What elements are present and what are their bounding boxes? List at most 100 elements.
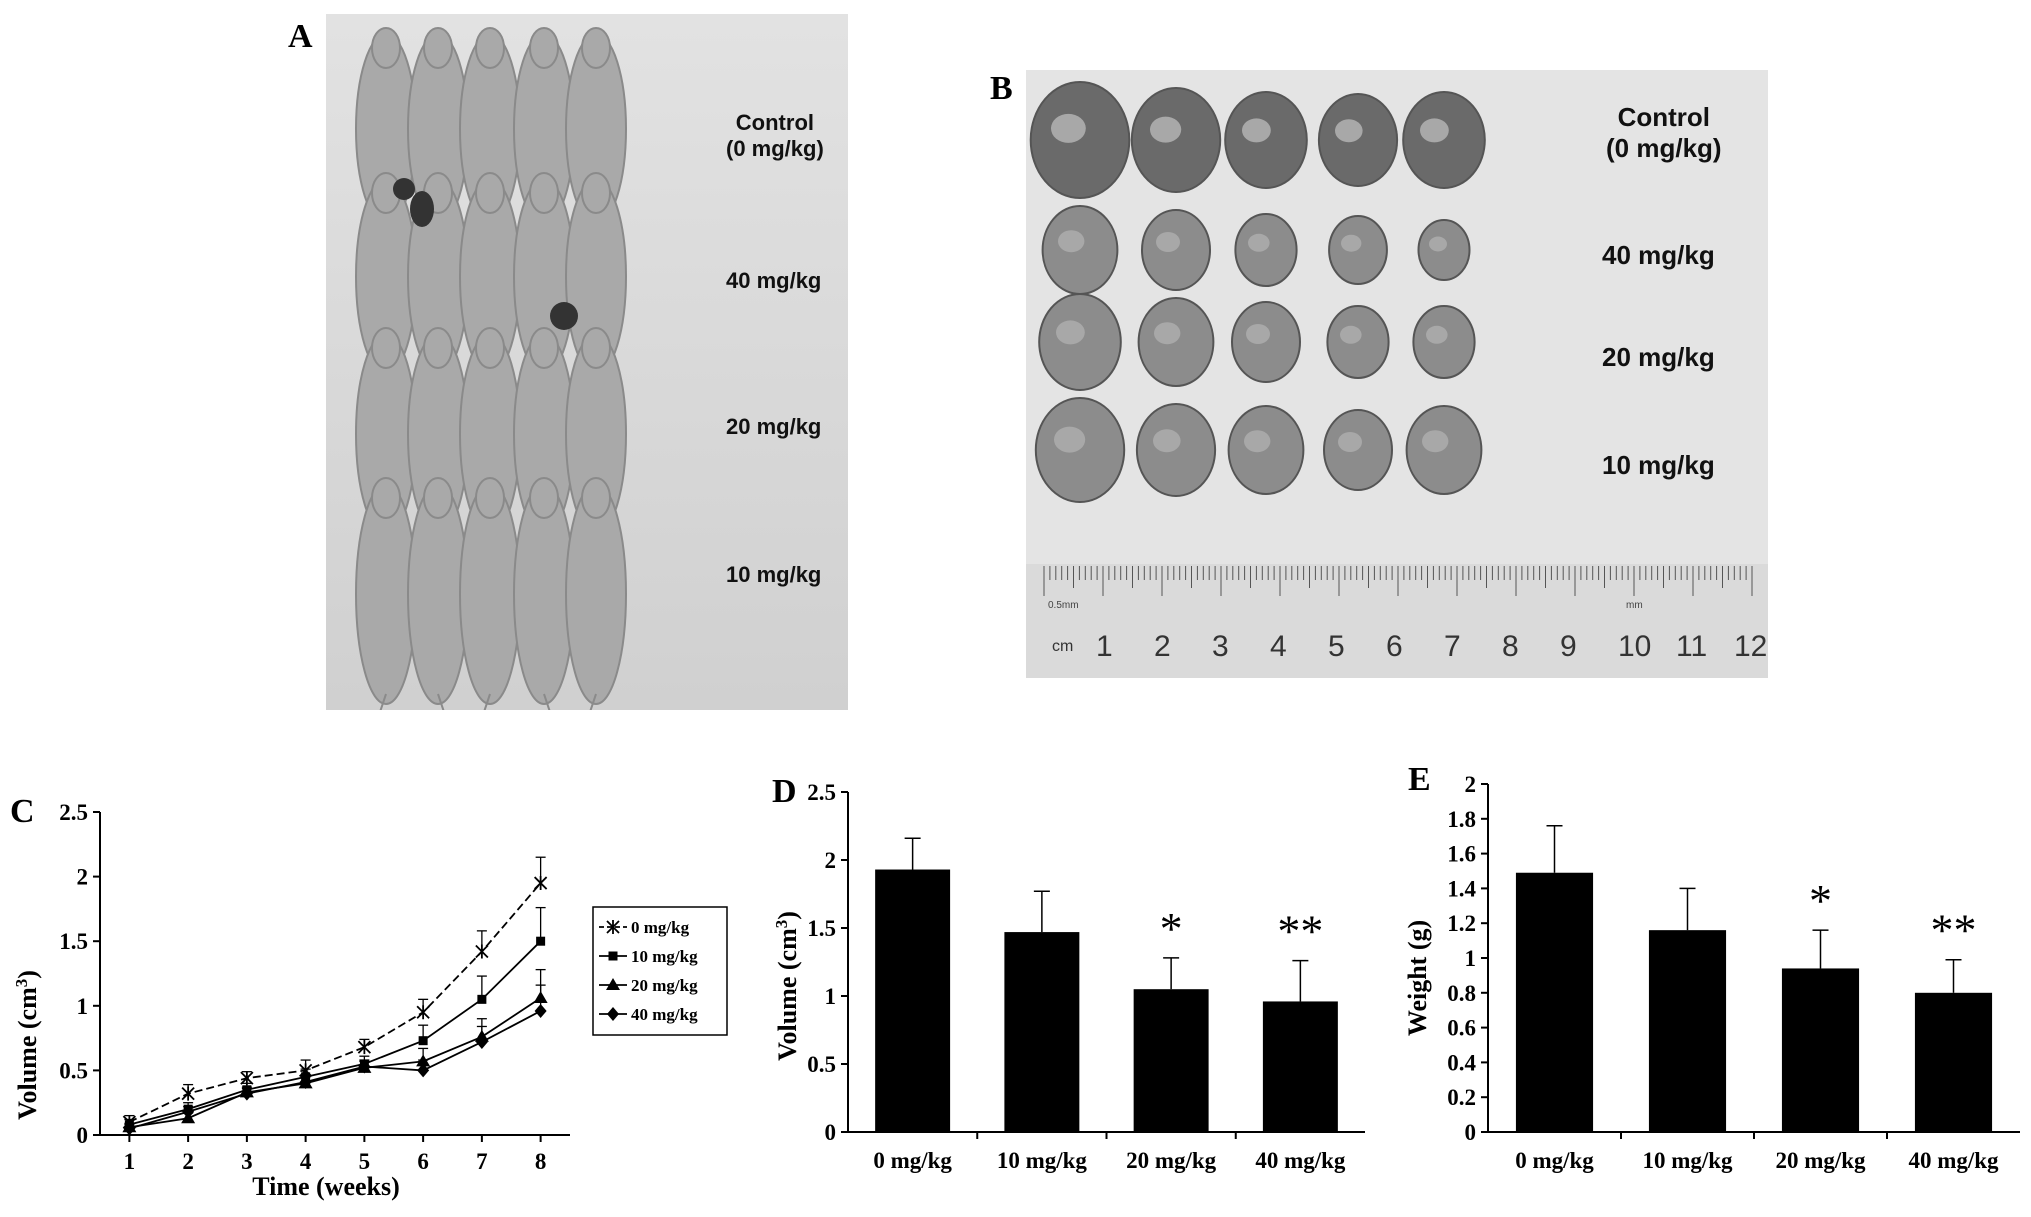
chart-c-legend-label: 40 mg/kg (631, 1005, 698, 1024)
tumor-highlight (1154, 322, 1181, 345)
tumor (1417, 219, 1471, 281)
chart-c-point (477, 994, 487, 1004)
tumor (1405, 405, 1483, 495)
chart-c-point (475, 1034, 488, 1049)
chart-e-bar (1781, 968, 1860, 1132)
tumors-photo: Control (0 mg/kg) 40 mg/kg 20 mg/kg 10 m… (1026, 70, 1768, 678)
mouse-head (475, 172, 505, 214)
tumor (1130, 87, 1222, 193)
chart-d-ytick-label: 2.5 (807, 780, 836, 805)
tumor-highlight (1156, 232, 1180, 252)
chart-e-ytick-label: 1.6 (1447, 842, 1476, 867)
chart-c-point (182, 1104, 195, 1119)
chart-d-significance: * (1160, 903, 1183, 954)
tumor (1326, 305, 1390, 379)
chart-e-ytick-label: 0.2 (1447, 1085, 1476, 1110)
chart-c-series-3 (123, 984, 547, 1136)
tumor (1323, 409, 1393, 491)
chart-e-ytick-label: 1 (1465, 946, 1477, 971)
tumor-highlight (1051, 113, 1086, 143)
chart-c-ytick-label: 0.5 (59, 1058, 88, 1083)
chart-d-xtick-label: 0 mg/kg (873, 1148, 952, 1173)
photo-b-label-20: 20 mg/kg (1602, 342, 1715, 372)
tumor-highlight (1246, 324, 1270, 344)
chart-c-xtick-label: 5 (359, 1149, 371, 1174)
chart-c-xtick-label: 7 (476, 1149, 488, 1174)
mouse-head (529, 27, 559, 69)
tumor-highlight (1429, 236, 1447, 252)
tumor (1041, 205, 1119, 295)
photo-b-label-10: 10 mg/kg (1602, 450, 1715, 480)
chart-c: Volume (cm3) Time (weeks) 0 0.5 1 1.5 2 2.5 1 2… (12, 800, 728, 1201)
chart-c-point (418, 1036, 428, 1046)
chart-d-ytick-label: 1.5 (807, 916, 836, 941)
tumor-highlight (1150, 116, 1182, 143)
mouse-head (371, 27, 401, 69)
mouse-head (423, 27, 453, 69)
ruler-unit: cm (1052, 638, 1074, 655)
chart-c-point (417, 1063, 430, 1078)
chart-e-ytick-label: 1.4 (1447, 876, 1476, 901)
tumor-highlight (1248, 233, 1270, 252)
ruler-number: 2 (1154, 630, 1171, 663)
chart-c-legend-marker (606, 978, 620, 990)
panel-a-letter: A (288, 18, 313, 55)
tumor (1328, 215, 1388, 285)
photo-a-label-40: 40 mg/kg (726, 268, 822, 293)
tumor (1317, 93, 1399, 187)
chart-c-ytick-label: 1 (77, 994, 89, 1019)
mouse-head (529, 477, 559, 519)
chart-e-significance: ** (1931, 905, 1977, 956)
tumor-spot (393, 178, 415, 200)
chart-e-ytick-label: 0.4 (1447, 1050, 1476, 1075)
chart-c-series-0 (122, 856, 548, 1130)
ruler-number: 5 (1328, 630, 1345, 663)
chart-c-point (533, 876, 548, 891)
chart-c-point (240, 1086, 253, 1101)
chart-c-xtick-label: 2 (182, 1149, 194, 1174)
tumor-highlight (1056, 320, 1085, 345)
mouse-head (475, 327, 505, 369)
photo-a-label-control: Control (0 mg/kg) (726, 110, 824, 161)
tumor-spot (410, 191, 434, 227)
chart-c-series-line (129, 997, 542, 1129)
chart-c-point (475, 944, 489, 959)
chart-c-ytick-label: 0 (77, 1123, 89, 1148)
chart-c-ytick-label: 2 (77, 865, 89, 890)
photo-b-label-40: 40 mg/kg (1602, 240, 1715, 270)
chart-e-ytick-label: 0 (1465, 1120, 1477, 1145)
mouse-head (475, 477, 505, 519)
tumor (1038, 293, 1122, 391)
mouse-head (581, 327, 611, 369)
panel-c-letter: C (10, 793, 35, 830)
mouse-tail (483, 693, 491, 710)
chart-c-legend-label: 10 mg/kg (631, 947, 698, 966)
chart-e-ytick-label: 0.6 (1447, 1016, 1476, 1041)
tumor-highlight (1338, 432, 1362, 452)
mouse-head (581, 172, 611, 214)
chart-c-legend-label: 20 mg/kg (631, 976, 698, 995)
mouse-head (529, 327, 559, 369)
tumor-highlight (1242, 118, 1271, 143)
chart-e-ytick-label: 1.8 (1447, 807, 1476, 832)
mouse-head (581, 27, 611, 69)
photo-a-label-10: 10 mg/kg (726, 562, 822, 587)
panel-b-letter: B (990, 70, 1013, 107)
tumor-highlight (1054, 426, 1086, 453)
tumor (1234, 213, 1298, 287)
tumor-highlight (1058, 230, 1085, 253)
chart-c-point (534, 1003, 547, 1018)
ruler-number: 9 (1560, 630, 1577, 663)
chart-e-bar (1914, 992, 1993, 1132)
chart-c-xtick-label: 3 (241, 1149, 253, 1174)
chart-d-significance: ** (1277, 906, 1323, 957)
mouse-head (529, 172, 559, 214)
chart-c-series-line (128, 882, 542, 1123)
mouse-tail (379, 693, 387, 710)
ruler-number: 12 (1734, 630, 1768, 663)
chart-d-bar (1004, 932, 1080, 1132)
ruler-number: 1 (1096, 630, 1113, 663)
chart-c-series-line (129, 1010, 542, 1130)
tumor-highlight (1420, 118, 1449, 143)
chart-c-xtick-label: 8 (535, 1149, 547, 1174)
